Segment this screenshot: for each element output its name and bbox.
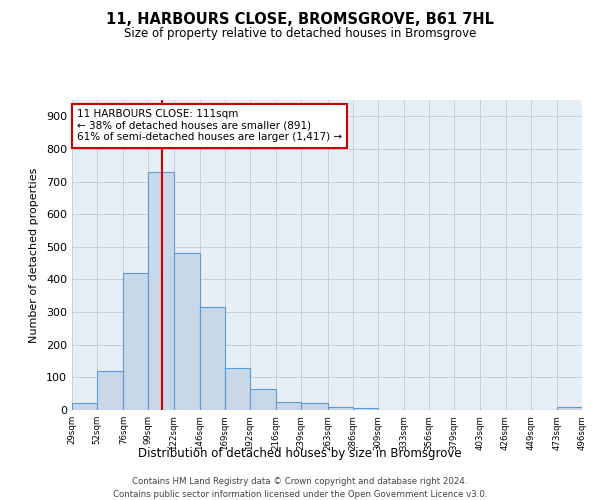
Bar [200,307,225,410]
Bar [148,172,173,410]
Bar [225,368,250,410]
Text: Size of property relative to detached houses in Bromsgrove: Size of property relative to detached ho… [124,28,476,40]
Bar [250,389,276,410]
Bar [301,404,328,410]
Bar [124,273,148,410]
Bar [72,404,97,410]
Bar [276,402,301,410]
Text: Contains public sector information licensed under the Open Government Licence v3: Contains public sector information licen… [113,490,487,499]
Bar [173,254,200,410]
Bar [97,371,124,410]
Text: Distribution of detached houses by size in Bromsgrove: Distribution of detached houses by size … [138,448,462,460]
Text: 11, HARBOURS CLOSE, BROMSGROVE, B61 7HL: 11, HARBOURS CLOSE, BROMSGROVE, B61 7HL [106,12,494,28]
Text: Contains HM Land Registry data © Crown copyright and database right 2024.: Contains HM Land Registry data © Crown c… [132,478,468,486]
Text: 11 HARBOURS CLOSE: 111sqm
← 38% of detached houses are smaller (891)
61% of semi: 11 HARBOURS CLOSE: 111sqm ← 38% of detac… [77,110,342,142]
Bar [353,408,378,410]
Bar [328,406,353,410]
Y-axis label: Number of detached properties: Number of detached properties [29,168,39,342]
Bar [557,408,582,410]
